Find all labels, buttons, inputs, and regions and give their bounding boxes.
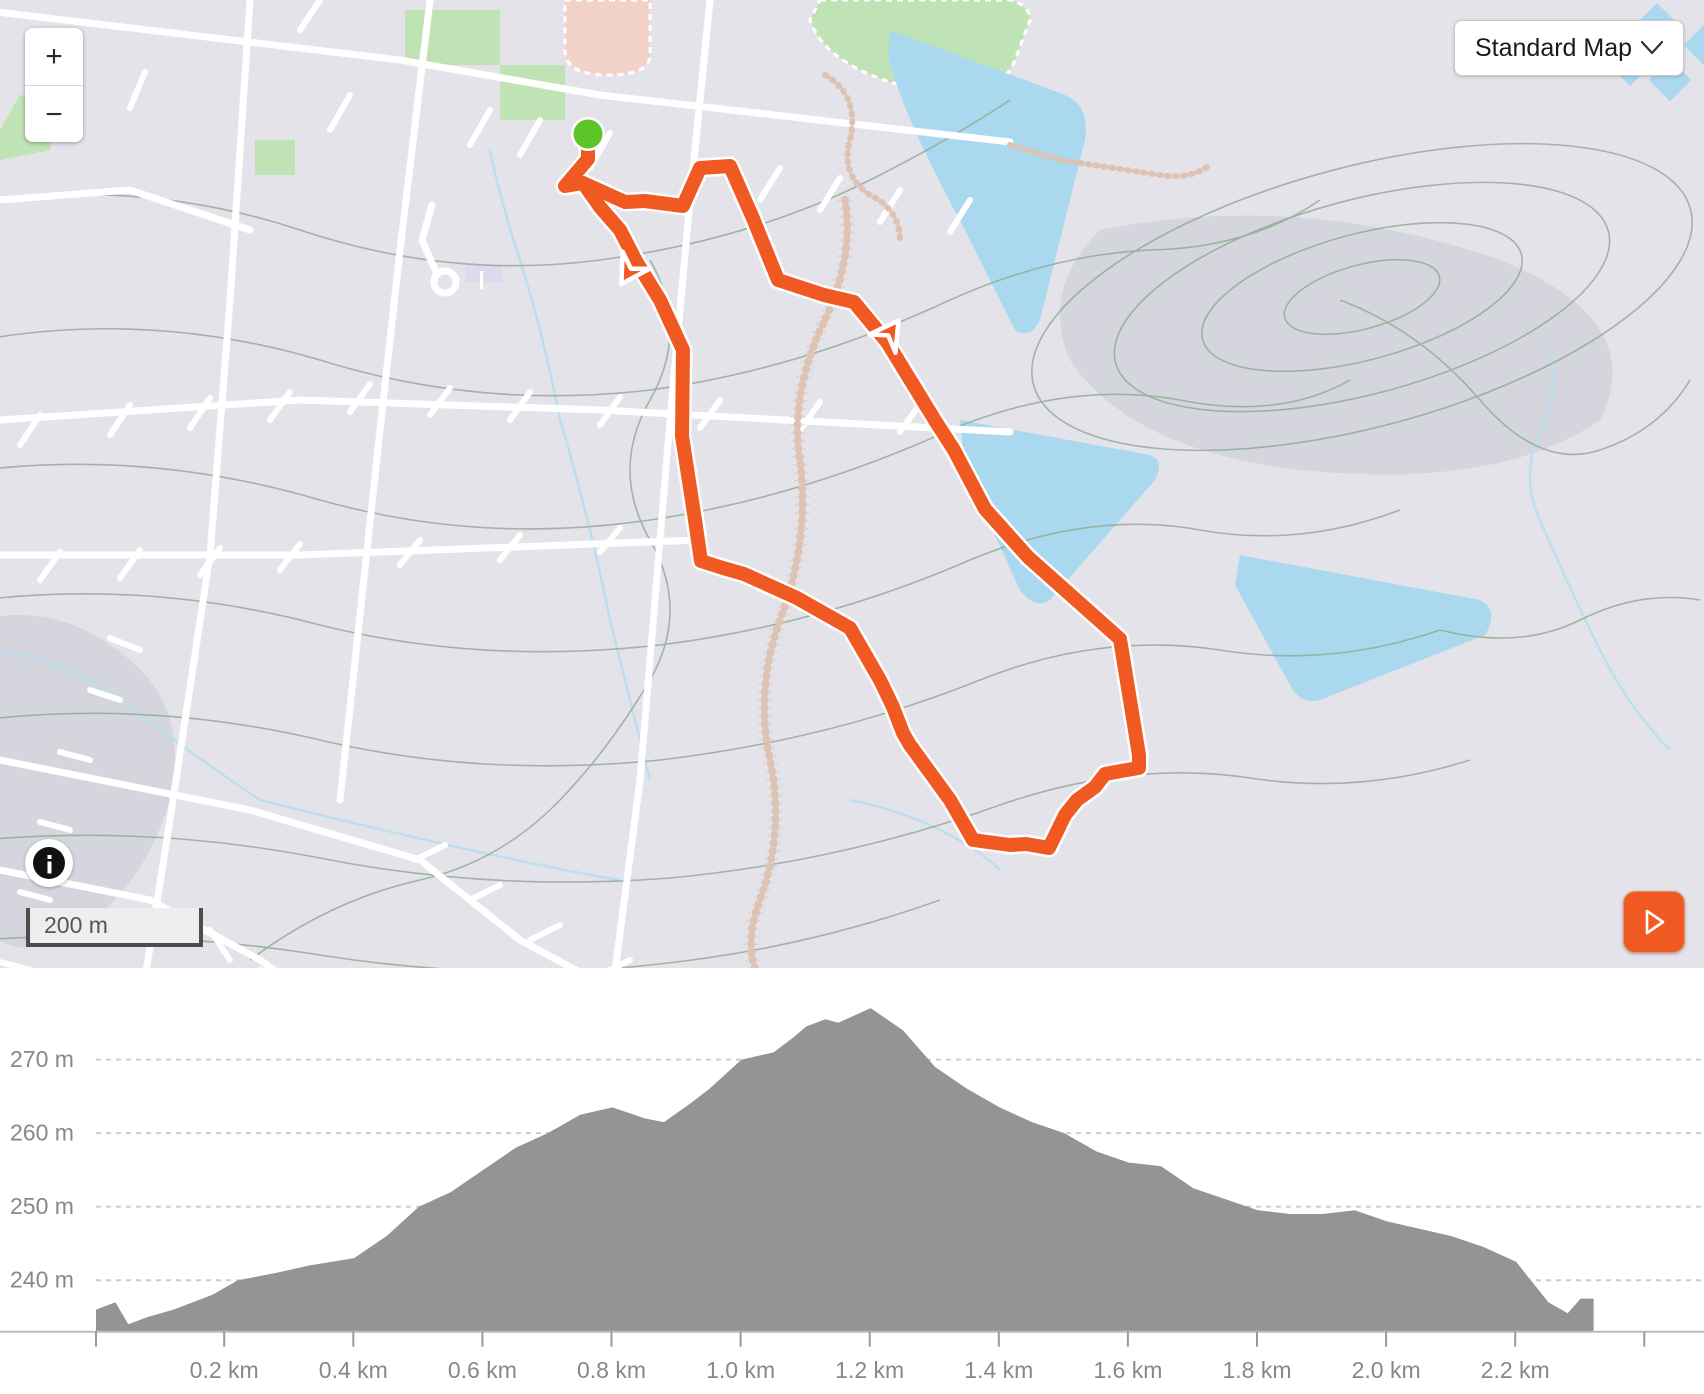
svg-text:270 m: 270 m: [10, 1046, 74, 1072]
svg-text:1.6 km: 1.6 km: [1093, 1357, 1162, 1383]
svg-text:2.0 km: 2.0 km: [1352, 1357, 1421, 1383]
svg-text:0.8 km: 0.8 km: [577, 1357, 646, 1383]
svg-text:250 m: 250 m: [10, 1193, 74, 1219]
svg-text:2.2 km: 2.2 km: [1481, 1357, 1550, 1383]
svg-text:1.8 km: 1.8 km: [1222, 1357, 1291, 1383]
svg-text:0.2 km: 0.2 km: [190, 1357, 259, 1383]
svg-text:1.2 km: 1.2 km: [835, 1357, 904, 1383]
svg-text:0.6 km: 0.6 km: [448, 1357, 517, 1383]
svg-text:0.4 km: 0.4 km: [319, 1357, 388, 1383]
svg-text:240 m: 240 m: [10, 1267, 74, 1293]
svg-text:260 m: 260 m: [10, 1120, 74, 1146]
svg-text:1.0 km: 1.0 km: [706, 1357, 775, 1383]
svg-text:1.4 km: 1.4 km: [964, 1357, 1033, 1383]
